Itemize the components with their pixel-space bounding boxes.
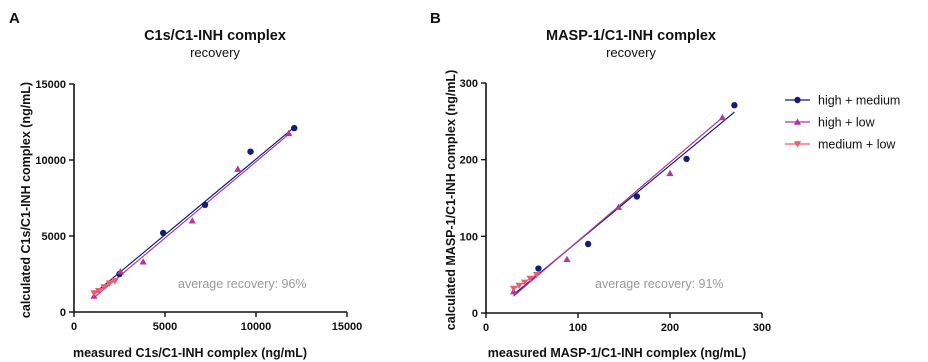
panel-b-x-tick-label: 100 bbox=[569, 322, 587, 334]
panel-b-ylabel: calculated MASP-1/C1-INH complex (ng/mL) bbox=[444, 70, 458, 330]
panel-a-point-medium-low bbox=[90, 290, 98, 297]
panel-b-point-high-low bbox=[563, 255, 571, 263]
panel-b-point-high-low bbox=[666, 169, 674, 177]
panel-b-point-high-medium bbox=[683, 155, 690, 163]
panel-b-xlabel: measured MASP-1/C1-INH complex (ng/mL) bbox=[488, 346, 746, 360]
panel-a-x-tick-label: 0 bbox=[71, 321, 77, 333]
panel-a-y-tick-label: 15000 bbox=[35, 79, 66, 91]
panel-b-subtitle: recovery bbox=[606, 45, 656, 60]
panel-b-label: B bbox=[430, 10, 441, 27]
panel-a-fit-line-high-low bbox=[93, 133, 290, 299]
panel-a-x-tick-label: 10000 bbox=[241, 321, 272, 333]
panel-a-xlabel: measured C1s/C1-INH complex (ng/mL) bbox=[73, 346, 307, 360]
panel-b-point-high-medium bbox=[535, 265, 542, 272]
panel-a-plot: 0 5000 10000 15000 0 5000 10000 15000 bbox=[35, 79, 362, 333]
legend-label-high-medium: high + medium bbox=[818, 94, 900, 108]
panel-b-point-medium-low bbox=[515, 282, 523, 289]
panel-a-point-medium-low bbox=[105, 280, 114, 287]
panel-b-y-tick-label: 200 bbox=[460, 155, 478, 167]
panel-a-annotation: average recovery: 96% bbox=[178, 277, 307, 291]
legend: high + medium high + low medium + low bbox=[785, 94, 900, 152]
panel-a-point-high-low bbox=[285, 129, 293, 137]
panel-a-title: C1s/C1-INH complex bbox=[144, 28, 286, 44]
panel-a-point-medium-low bbox=[94, 288, 103, 295]
panel-b-point-medium-low bbox=[521, 279, 529, 286]
panel-b-x-tick-label: 300 bbox=[753, 322, 771, 334]
panel-b-point-high-low bbox=[614, 203, 623, 210]
panel-b-x-tick-label: 0 bbox=[483, 322, 489, 334]
panel-b-point-high-medium bbox=[633, 193, 641, 200]
panel-b-point-high-low bbox=[718, 113, 727, 121]
panel-a-point-high-low bbox=[234, 165, 242, 172]
panel-b-point-high-medium bbox=[731, 102, 738, 109]
legend-label-medium-low: medium + low bbox=[818, 138, 896, 152]
panel-b-point-medium-low bbox=[533, 271, 541, 279]
panel-a-point-high-low bbox=[139, 258, 147, 265]
panel-b-annotation: average recovery: 91% bbox=[595, 277, 724, 291]
panel-b-point-medium-low bbox=[526, 275, 534, 283]
panel-a-y-tick-label: 0 bbox=[60, 307, 66, 319]
panel-a-x-tick-label: 15000 bbox=[332, 321, 363, 333]
panel-b-plot: 0 100 200 300 0 100 200 300 bbox=[460, 78, 772, 334]
panel-a-ylabel: calculated C1s/C1-INH complex (ng/mL) bbox=[19, 82, 33, 318]
panel-a-y-tick-label: 5000 bbox=[42, 231, 66, 243]
panel-b-point-medium-low bbox=[510, 285, 518, 293]
panel-b-x-tick-label: 200 bbox=[661, 322, 679, 334]
panel-a-point-high-medium bbox=[291, 124, 298, 132]
panel-a-point-medium-low bbox=[111, 278, 119, 285]
panel-b-y-tick-label: 100 bbox=[460, 231, 478, 243]
panel-a-x-tick-label: 5000 bbox=[153, 321, 177, 333]
panel-a-fit-line-high-medium bbox=[93, 126, 295, 295]
legend-label-high-low: high + low bbox=[818, 116, 876, 130]
panel-a-label: A bbox=[9, 10, 20, 27]
panel-a-point-high-medium bbox=[247, 148, 254, 155]
panel-a-point-high-low bbox=[188, 217, 196, 224]
legend-marker-high-medium bbox=[794, 96, 801, 104]
panel-b-title: MASP-1/C1-INH complex bbox=[546, 28, 716, 44]
panel-a-point-high-medium bbox=[159, 229, 167, 237]
panel-a-point-high-medium bbox=[201, 201, 209, 209]
panel-a-point-high-low bbox=[116, 268, 125, 275]
panel-b-y-tick-label: 0 bbox=[472, 308, 478, 320]
panel-b-y-tick-label: 300 bbox=[460, 78, 478, 90]
legend-marker-medium-low bbox=[793, 141, 802, 148]
panel-a-y-tick-label: 10000 bbox=[35, 155, 66, 167]
panel-a-point-medium-low bbox=[100, 284, 108, 291]
legend-marker-high-low bbox=[793, 118, 802, 125]
panel-b-point-high-medium bbox=[584, 240, 592, 248]
panel-a-subtitle: recovery bbox=[190, 45, 240, 60]
